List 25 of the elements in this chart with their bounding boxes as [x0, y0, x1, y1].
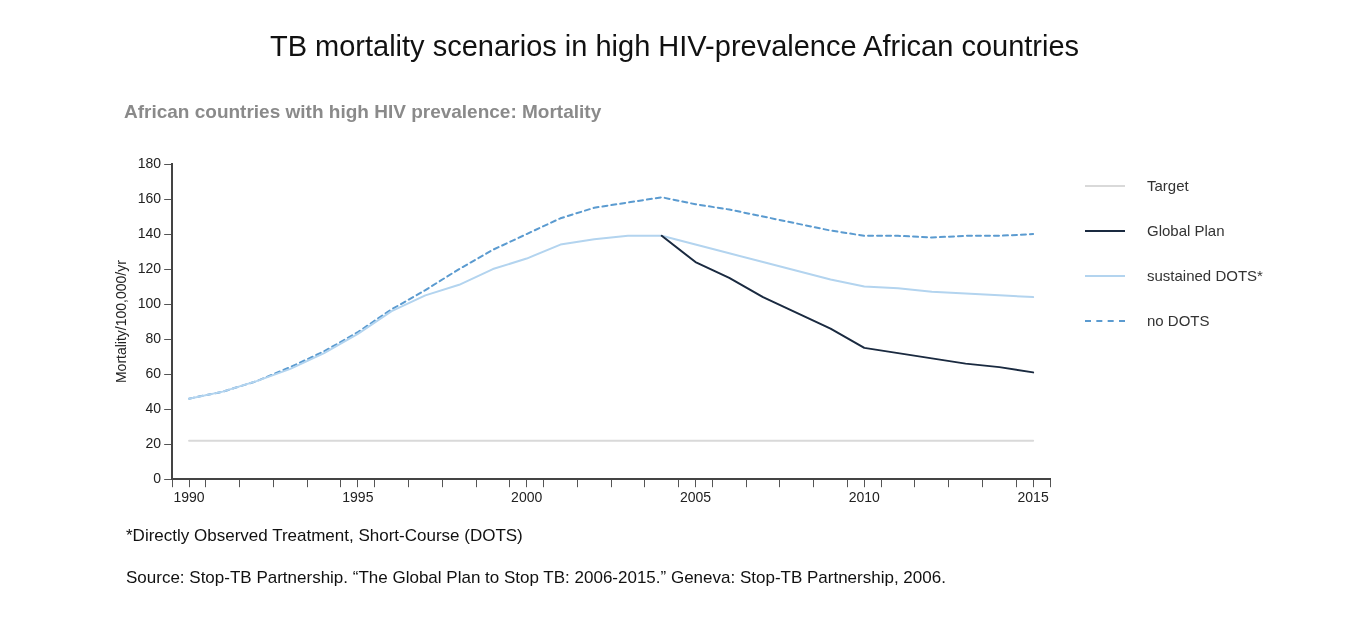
y-axis-title: Mortality/100,000/yr: [113, 259, 130, 384]
chart-title: TB mortality scenarios in high HIV-prevalence African countries: [268, 30, 1081, 63]
y-tick-label: 140: [137, 224, 162, 241]
text: *Directly Observed Treatment, Short-Course (DOTS): [126, 526, 523, 546]
y-tick-label: 80: [145, 329, 162, 346]
y-tick-label: 60: [145, 364, 162, 381]
y-tick-label: 120: [137, 259, 162, 276]
y-tick-label: 180: [137, 154, 162, 171]
x-tick-label: 1990: [173, 489, 205, 506]
x-tick-label: 1995: [342, 489, 374, 506]
x-tick-label: 2015: [1017, 489, 1049, 506]
y-tick-label: 100: [137, 294, 162, 311]
x-tick-label: 2005: [679, 489, 712, 506]
legend-label: no DOTS: [1147, 312, 1210, 329]
legend-label: sustained DOTS*: [1147, 267, 1263, 284]
y-tick-label: 20: [145, 435, 162, 452]
source-note: Source: Stop-TB Partnership. “The Global Plan to Stop TB: 2006-2015.” Geneva: Stop-TB Partnership, 2006.: [126, 568, 946, 588]
legend-label: Target: [1147, 177, 1189, 194]
y-tick-label: 40: [145, 400, 162, 417]
y-tick-label: 160: [137, 189, 162, 206]
x-tick-label: 2000: [511, 489, 543, 506]
legend-label: Global Plan: [1147, 222, 1225, 239]
x-tick-label: 2010: [848, 489, 881, 506]
y-tick-label: 0: [153, 470, 162, 487]
chart-subtitle: African countries with high HIV prevalence: Mortality: [124, 101, 602, 123]
